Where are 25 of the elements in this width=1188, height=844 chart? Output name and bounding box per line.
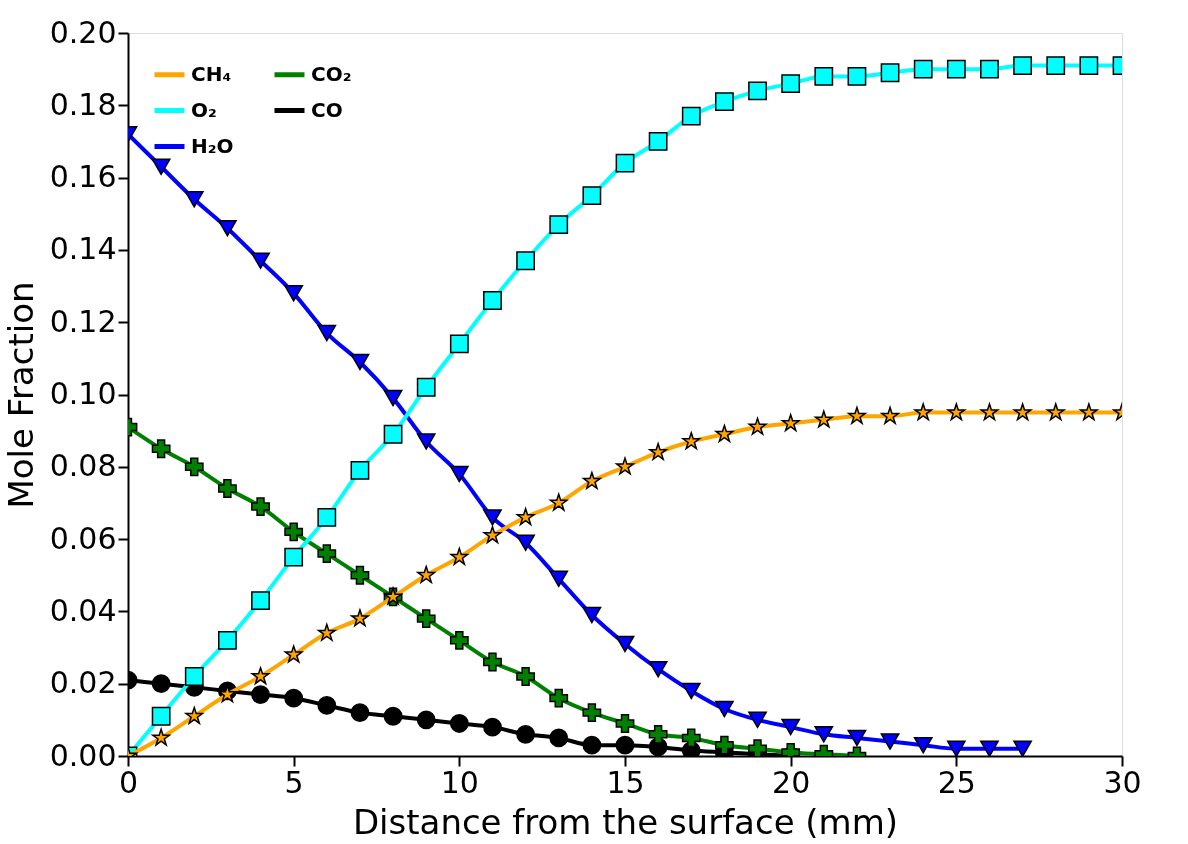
x-tick-label: 25 [937, 764, 976, 800]
y-tick-label: 0.14 [49, 231, 117, 267]
y-tick-label: 0.02 [49, 665, 117, 701]
x-tick-label: 5 [284, 764, 304, 800]
y-tick-label: 0.10 [49, 376, 117, 411]
x-tick-label: 15 [606, 764, 645, 800]
y-tick-label: 0.12 [49, 303, 117, 339]
legend-label: CO [311, 97, 343, 122]
legend-label: CH₄ [191, 61, 232, 86]
x-tick-label: 20 [772, 764, 811, 800]
y-axis-title: Mole Fraction [0, 281, 41, 509]
x-tick-label: 0 [118, 764, 139, 800]
y-tick-label: 0.08 [49, 448, 117, 484]
y-tick-label: 0.20 [49, 14, 117, 50]
legend-label: O₂ [191, 97, 217, 122]
legend-label: CO₂ [311, 61, 352, 86]
x-axis-title: Distance from the surface (mm) [352, 801, 899, 842]
y-tick-label: 0.04 [49, 592, 117, 628]
y-tick-label: 0.16 [49, 159, 117, 195]
y-tick-label: 0.18 [49, 86, 117, 122]
y-tick-label: 0.06 [49, 520, 117, 556]
x-tick-label: 10 [440, 764, 479, 800]
legend-label: H₂O [191, 133, 234, 158]
x-tick-label: 30 [1103, 764, 1142, 800]
y-tick-label: 0.00 [49, 737, 117, 773]
